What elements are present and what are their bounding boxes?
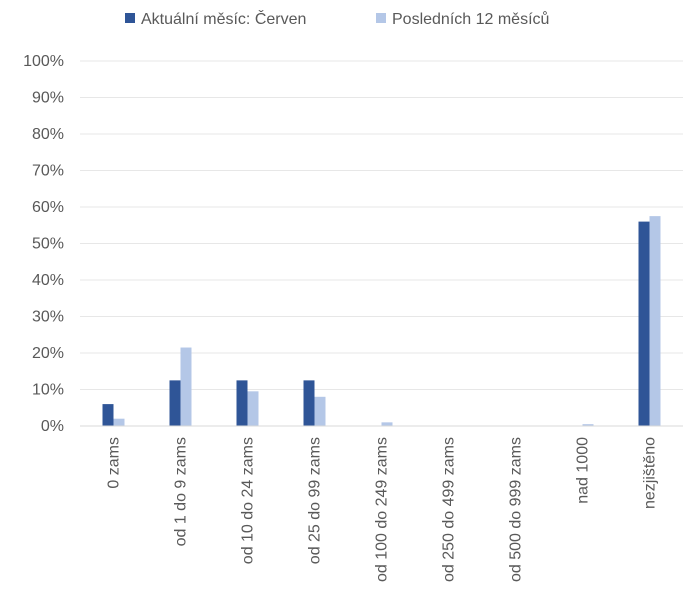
legend-swatch-series-1	[125, 13, 135, 23]
x-tick-label: od 1 do 9 zams	[173, 437, 190, 546]
legend: Aktuální měsíc: Červen Posledních 12 měs…	[125, 9, 549, 28]
bars	[102, 216, 661, 426]
bar-series-2	[314, 396, 326, 426]
bar-series-1	[638, 221, 650, 426]
y-tick-label: 40%	[32, 272, 64, 289]
legend-swatch-series-2	[376, 13, 386, 23]
y-tick-label: 30%	[32, 309, 64, 326]
x-axis-ticks: 0 zams od 1 do 9 zams od 10 do 24 zams od 2…	[106, 437, 659, 582]
y-tick-label: 0%	[41, 418, 64, 435]
x-tick-label: nezjištěno	[642, 437, 659, 509]
legend-label-series-1: Aktuální měsíc: Červen	[141, 9, 306, 28]
x-tick-label: od 10 do 24 zams	[240, 437, 257, 564]
y-tick-label: 100%	[23, 53, 64, 70]
bar-series-1	[102, 404, 114, 426]
bar-series-2	[649, 216, 661, 426]
y-tick-label: 20%	[32, 345, 64, 362]
x-tick-label: od 500 do 999 zams	[508, 437, 525, 582]
bar-series-2	[247, 391, 259, 426]
bar-series-1	[303, 380, 315, 426]
bar-series-2	[113, 418, 125, 426]
legend-label-series-2: Posledních 12 měsíců	[392, 10, 549, 28]
y-tick-label: 70%	[32, 163, 64, 180]
bar-series-2	[381, 422, 393, 426]
x-tick-label: 0 zams	[106, 437, 123, 489]
gridlines	[80, 60, 683, 390]
y-tick-label: 80%	[32, 126, 64, 143]
bar-series-1	[236, 380, 248, 426]
bar-series-2	[180, 347, 192, 426]
y-tick-label: 50%	[32, 236, 64, 253]
x-tick-label: od 25 do 99 zams	[307, 437, 324, 564]
bar-series-1	[169, 380, 181, 426]
x-tick-label: od 100 do 249 zams	[374, 437, 391, 582]
x-tick-label: od 250 do 499 zams	[441, 437, 458, 582]
x-tick-label: nad 1000	[575, 437, 592, 504]
y-tick-label: 90%	[32, 90, 64, 107]
y-tick-label: 10%	[32, 382, 64, 399]
bar-series-2	[582, 424, 594, 426]
y-axis-ticks: 0% 10% 20% 30% 40% 50% 60% 70% 80% 90% 100%	[23, 53, 64, 435]
y-tick-label: 60%	[32, 199, 64, 216]
